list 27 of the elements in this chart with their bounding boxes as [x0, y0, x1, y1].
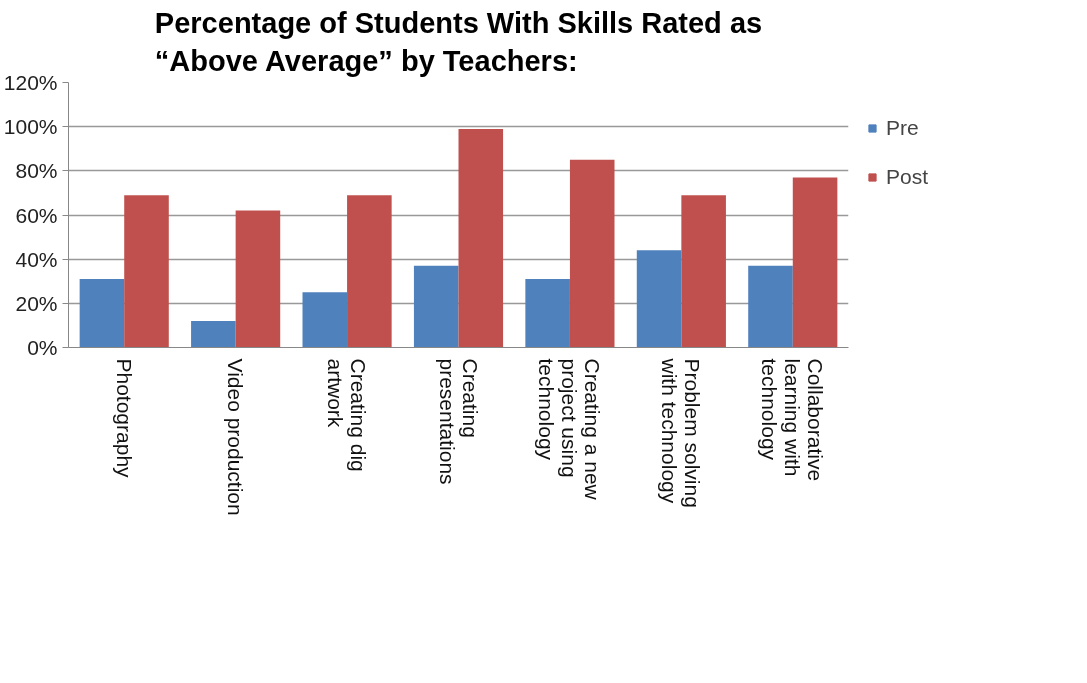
bar	[569, 159, 615, 348]
y-tick-label: 100%	[3, 115, 58, 139]
y-tick-label: 40%	[15, 247, 58, 271]
bar	[347, 195, 392, 348]
bar	[413, 265, 459, 348]
bar	[235, 210, 281, 348]
bar	[748, 265, 793, 348]
bar	[681, 195, 726, 348]
x-tick-label: Creating dig artwork	[324, 358, 371, 472]
y-tick-label: 20%	[15, 291, 58, 315]
y-tick-label: 80%	[15, 159, 58, 183]
bar	[302, 292, 348, 348]
chart-title: Percentage of Students With Skills Rated as “Above Average” by Teachers:	[154, 7, 763, 78]
y-tick-label: 0%	[27, 336, 58, 359]
legend-label: Post	[886, 165, 929, 189]
y-tick-label: 60%	[15, 203, 58, 227]
bar	[792, 177, 838, 348]
bar	[191, 321, 236, 348]
bar	[636, 250, 682, 348]
bar	[79, 279, 125, 348]
bar	[525, 279, 570, 348]
x-tick-label: Video production	[224, 358, 248, 516]
y-tick-label: 120%	[3, 71, 58, 94]
x-tick-label: Photography	[112, 358, 136, 479]
legend-label: Pre	[886, 116, 919, 140]
bar	[124, 195, 169, 348]
bar	[458, 128, 504, 348]
